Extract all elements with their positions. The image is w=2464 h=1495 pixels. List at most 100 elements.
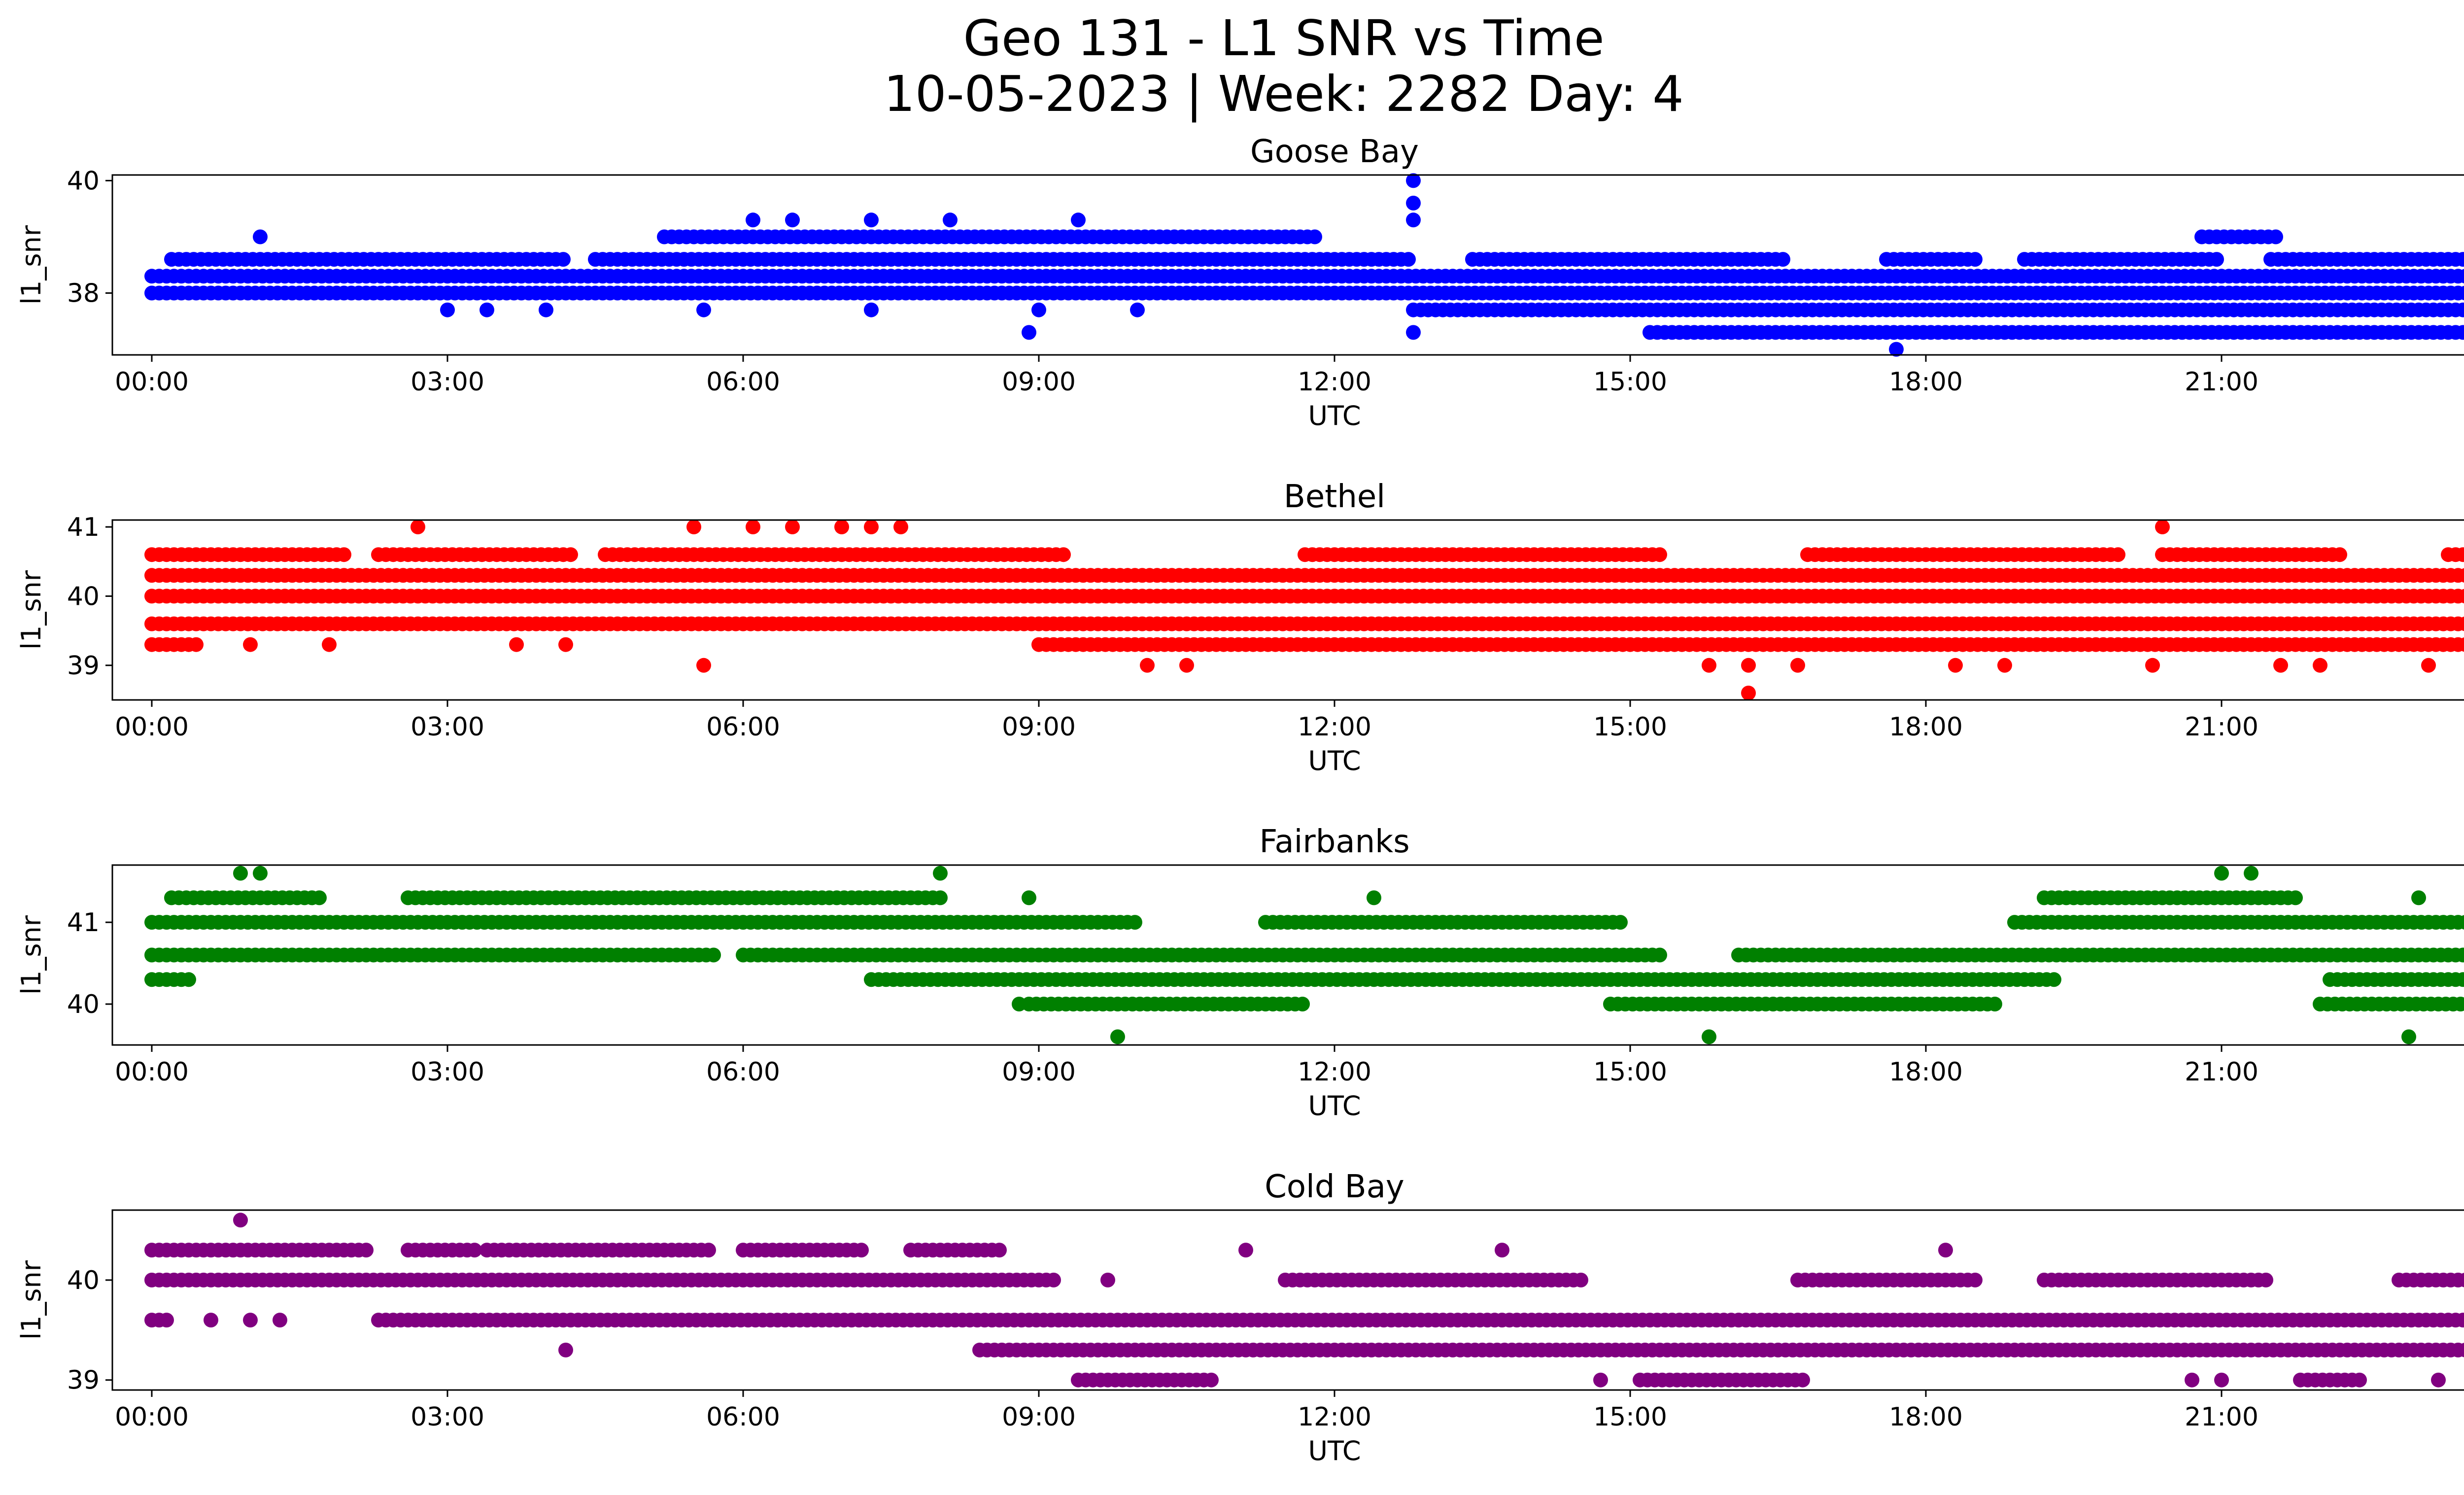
y-tick-label: 41 [67,908,100,938]
data-point [1495,1243,1509,1258]
data-point [253,866,268,881]
x-tick-label: 09:00 [1002,712,1076,742]
data-point [1968,1272,1983,1287]
cold-bay-panel-title: Cold Bay [1265,1169,1404,1205]
cold-bay-x-axis-label: UTC [1308,1435,1361,1466]
data-point [2185,1372,2199,1388]
data-point [2456,252,2464,267]
data-point [1776,252,1790,267]
data-point [1012,997,1027,1011]
data-point [1593,1372,1608,1388]
x-tick-label: 09:00 [1002,367,1076,397]
x-tick-label: 21:00 [2185,1057,2259,1087]
data-point [834,520,849,534]
data-point [706,947,721,963]
data-point [1790,658,1805,673]
bethel-x-axis-label: UTC [1308,745,1361,776]
data-point [2456,325,2464,340]
cold-bay-y-axis-label: l1_snr [16,1260,47,1340]
data-point [2411,890,2426,905]
data-point [1031,302,1046,317]
data-point [1406,325,1421,340]
data-point [2259,1272,2273,1287]
data-point [2456,547,2464,562]
data-point [233,1213,248,1228]
data-point [854,1243,869,1258]
data-point [181,972,196,987]
data-point [2244,866,2259,881]
data-point [563,547,578,562]
goose-bay-x-axis-label: UTC [1308,400,1361,431]
x-tick-label: 21:00 [2185,712,2259,742]
x-tick-label: 12:00 [1298,367,1371,397]
data-point [2421,658,2436,673]
data-point [864,212,879,228]
x-tick-label: 18:00 [1889,712,1963,742]
x-tick-label: 21:00 [2185,367,2259,397]
data-point [1889,342,1904,357]
data-point [2401,1029,2416,1044]
y-tick-label: 41 [67,513,100,542]
data-point [337,547,351,562]
x-tick-label: 00:00 [115,1402,189,1432]
data-point [1238,1243,1253,1258]
data-point [992,1243,1007,1258]
data-point [1997,658,2012,673]
x-tick-label: 18:00 [1889,367,1963,397]
figure-title: Geo 131 - L1 SNR vs Time [963,9,1605,67]
data-point [273,1313,287,1328]
data-point [746,520,760,534]
data-point [1022,890,1036,905]
data-point [2047,972,2061,987]
data-point [785,520,800,534]
data-point [1948,658,1963,673]
data-point [1406,196,1421,210]
data-point [2458,589,2464,604]
figure-subtitle: 10-05-2023 | Week: 2282 Day: 4 [884,65,1683,123]
data-point [2456,972,2464,987]
goose-bay-data-points [144,173,2464,357]
data-point [2214,866,2229,881]
x-tick-label: 09:00 [1002,1402,1076,1432]
data-point [312,890,327,905]
data-point [2431,1372,2446,1388]
data-point [1071,212,1086,228]
data-point [2458,269,2464,283]
data-point [2145,658,2160,673]
x-tick-label: 18:00 [1889,1402,1963,1432]
data-point [558,637,573,652]
data-point [2458,1343,2464,1357]
x-tick-label: 12:00 [1298,1057,1371,1087]
goose-bay-y-axis-label: l1_snr [16,225,47,305]
data-point [2458,1273,2464,1287]
data-point [479,302,494,317]
data-point [556,252,571,267]
x-tick-label: 00:00 [115,367,189,397]
x-tick-label: 18:00 [1889,1057,1963,1087]
data-point [2288,890,2303,905]
data-point [1406,212,1421,228]
fairbanks-data-points [144,866,2464,1044]
y-tick-label: 40 [67,582,100,611]
data-point [440,302,455,317]
data-point [2155,520,2170,534]
data-point [2458,915,2464,930]
data-point [1307,229,1322,244]
x-tick-label: 00:00 [115,1057,189,1087]
data-point [1130,302,1145,317]
data-point [1741,658,1756,673]
data-point [864,520,879,534]
data-point [233,866,248,881]
data-point [943,212,958,228]
y-tick-label: 40 [67,990,100,1019]
x-tick-label: 03:00 [411,712,484,742]
x-tick-label: 03:00 [411,1057,484,1087]
data-point [1613,915,1628,930]
data-point [864,302,879,317]
fairbanks-y-axis-label: l1_snr [16,915,47,995]
data-point [2453,997,2464,1011]
